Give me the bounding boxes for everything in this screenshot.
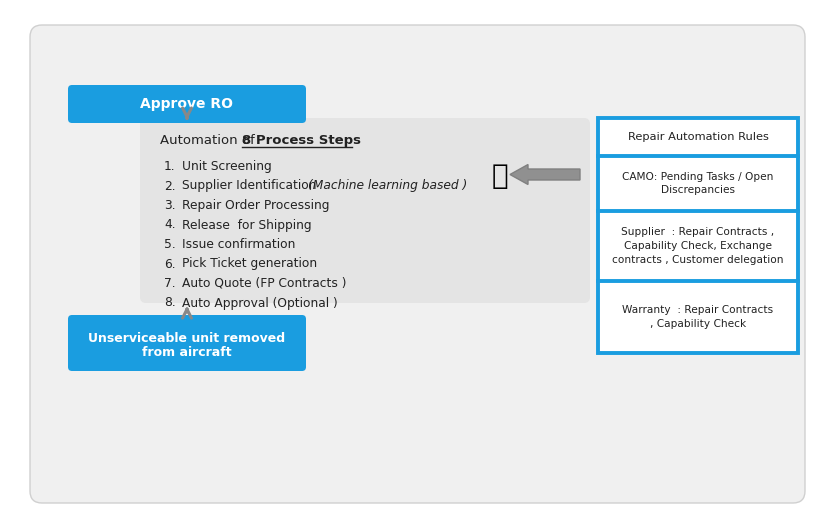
Text: Supplier Identification: Supplier Identification xyxy=(182,179,324,192)
Text: 8 Process Steps: 8 Process Steps xyxy=(242,134,361,147)
Text: 7.: 7. xyxy=(164,277,175,290)
Text: (Machine learning based ): (Machine learning based ) xyxy=(308,179,467,192)
Text: Supplier  : Repair Contracts ,
Capability Check, Exchange
contracts , Customer d: Supplier : Repair Contracts , Capability… xyxy=(612,228,784,265)
Text: CAMO: Pending Tasks / Open
Discrepancies: CAMO: Pending Tasks / Open Discrepancies xyxy=(623,172,774,195)
Bar xyxy=(598,118,798,353)
Text: 6.: 6. xyxy=(164,257,175,270)
Text: 3.: 3. xyxy=(164,199,175,212)
Text: Repair Order Processing: Repair Order Processing xyxy=(182,199,330,212)
FancyBboxPatch shape xyxy=(68,85,306,123)
Text: 8.: 8. xyxy=(164,297,175,310)
Text: Automation of: Automation of xyxy=(160,134,263,147)
FancyBboxPatch shape xyxy=(140,118,590,303)
Text: Warranty  : Repair Contracts
, Capability Check: Warranty : Repair Contracts , Capability… xyxy=(623,305,774,329)
Text: Auto Approval (Optional ): Auto Approval (Optional ) xyxy=(182,297,338,310)
Text: Approve RO: Approve RO xyxy=(140,97,233,111)
Text: Repair Automation Rules: Repair Automation Rules xyxy=(628,132,769,142)
Text: Unserviceable unit removed: Unserviceable unit removed xyxy=(88,332,285,345)
Text: Pick Ticket generation: Pick Ticket generation xyxy=(182,257,317,270)
FancyArrow shape xyxy=(510,165,580,185)
FancyBboxPatch shape xyxy=(68,315,306,371)
Text: 2.: 2. xyxy=(164,179,175,192)
Text: from aircraft: from aircraft xyxy=(142,347,232,359)
Text: 4.: 4. xyxy=(164,219,175,232)
Text: Auto Quote (FP Contracts ): Auto Quote (FP Contracts ) xyxy=(182,277,347,290)
Text: 🤖: 🤖 xyxy=(492,162,508,190)
Text: Issue confirmation: Issue confirmation xyxy=(182,238,295,251)
Text: Unit Screening: Unit Screening xyxy=(182,160,272,173)
Text: 5.: 5. xyxy=(164,238,175,251)
Text: 1.: 1. xyxy=(164,160,175,173)
Text: Release  for Shipping: Release for Shipping xyxy=(182,219,311,232)
FancyBboxPatch shape xyxy=(30,25,805,503)
